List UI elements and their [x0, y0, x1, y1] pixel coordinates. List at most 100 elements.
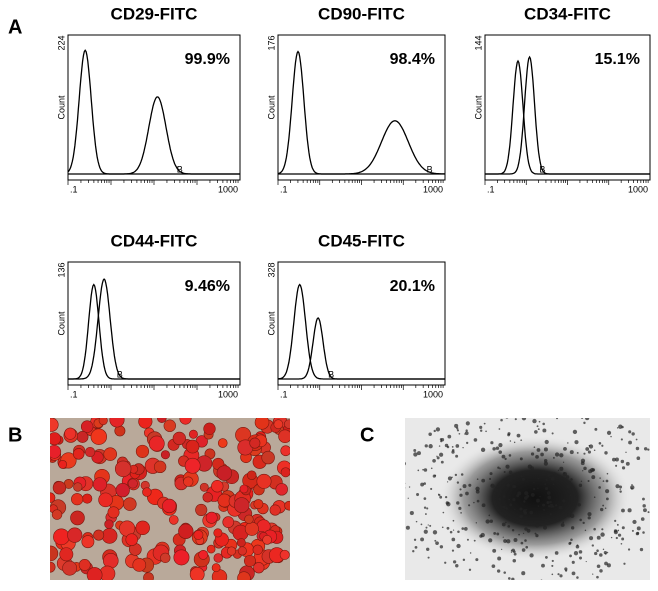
speck — [420, 537, 425, 542]
speck — [451, 537, 456, 542]
speck — [540, 579, 543, 580]
cell — [127, 478, 138, 489]
speck — [544, 486, 549, 491]
cell — [98, 418, 108, 426]
cell — [80, 420, 94, 433]
speck — [423, 468, 428, 472]
speck — [639, 547, 644, 552]
panel-label: B — [8, 424, 22, 446]
speck — [496, 485, 499, 488]
cell — [62, 560, 78, 576]
speck — [542, 503, 546, 507]
cell — [148, 435, 165, 452]
speck — [554, 452, 560, 457]
cell — [261, 450, 275, 465]
speck — [544, 439, 549, 445]
speck — [606, 430, 612, 435]
speck — [508, 498, 511, 501]
speck — [565, 475, 570, 479]
speck — [631, 484, 633, 486]
speck — [570, 526, 575, 530]
speck — [583, 421, 586, 425]
speck — [399, 535, 401, 537]
speck — [535, 454, 539, 459]
speck — [452, 519, 455, 522]
speck — [651, 444, 652, 445]
speck — [553, 472, 557, 476]
cell — [93, 529, 105, 541]
speck — [628, 440, 632, 445]
speck — [497, 556, 502, 561]
speck — [498, 443, 503, 448]
speck — [543, 525, 547, 530]
speck — [501, 548, 503, 551]
speck — [546, 491, 551, 495]
speck — [577, 503, 581, 507]
histogram-curve — [278, 120, 446, 175]
speck — [386, 501, 387, 502]
speck — [606, 563, 611, 568]
speck — [516, 433, 521, 438]
speck — [545, 479, 548, 481]
speck — [465, 429, 468, 432]
cell — [226, 546, 237, 556]
speck — [546, 500, 550, 504]
speck — [530, 492, 535, 497]
speck — [571, 571, 576, 576]
speck — [475, 558, 479, 562]
speck — [424, 513, 427, 515]
speck — [505, 464, 510, 469]
speck — [580, 458, 586, 463]
cell — [138, 418, 153, 429]
cell — [193, 529, 204, 540]
speck — [489, 477, 492, 481]
speck — [427, 556, 430, 559]
speck — [446, 526, 450, 530]
speck — [521, 418, 527, 421]
speck — [585, 447, 590, 451]
speck — [507, 432, 511, 436]
speck — [593, 449, 596, 452]
speck — [549, 513, 552, 516]
speck — [559, 453, 564, 458]
speck — [480, 532, 485, 538]
speck — [602, 480, 605, 483]
speck — [537, 428, 540, 431]
speck — [606, 551, 609, 554]
speck — [388, 499, 391, 502]
speck — [552, 410, 554, 412]
speck — [465, 421, 470, 426]
speck — [438, 445, 441, 447]
speck — [619, 488, 621, 491]
x-min: .1 — [487, 184, 495, 194]
speck — [584, 529, 587, 532]
cell — [123, 497, 137, 511]
speck — [476, 499, 480, 503]
speck — [439, 495, 443, 499]
speck — [449, 530, 453, 534]
speck — [571, 560, 575, 564]
speck — [615, 464, 618, 467]
speck — [522, 532, 525, 535]
speck — [570, 478, 573, 481]
speck — [600, 532, 605, 537]
speck — [614, 519, 617, 523]
y-max: 144 — [473, 35, 483, 50]
speck — [588, 444, 591, 447]
speck — [444, 496, 448, 499]
cell — [280, 467, 290, 478]
speck — [554, 504, 558, 507]
speck — [551, 573, 554, 576]
speck — [432, 530, 438, 535]
cell — [64, 427, 77, 440]
speck — [465, 491, 469, 496]
speck — [558, 505, 563, 510]
speck — [615, 457, 619, 462]
speck — [479, 425, 483, 429]
speck — [612, 457, 616, 462]
speck — [497, 466, 500, 469]
cell — [50, 492, 56, 503]
cell — [254, 418, 270, 430]
speck — [525, 508, 527, 511]
cell — [90, 428, 107, 445]
